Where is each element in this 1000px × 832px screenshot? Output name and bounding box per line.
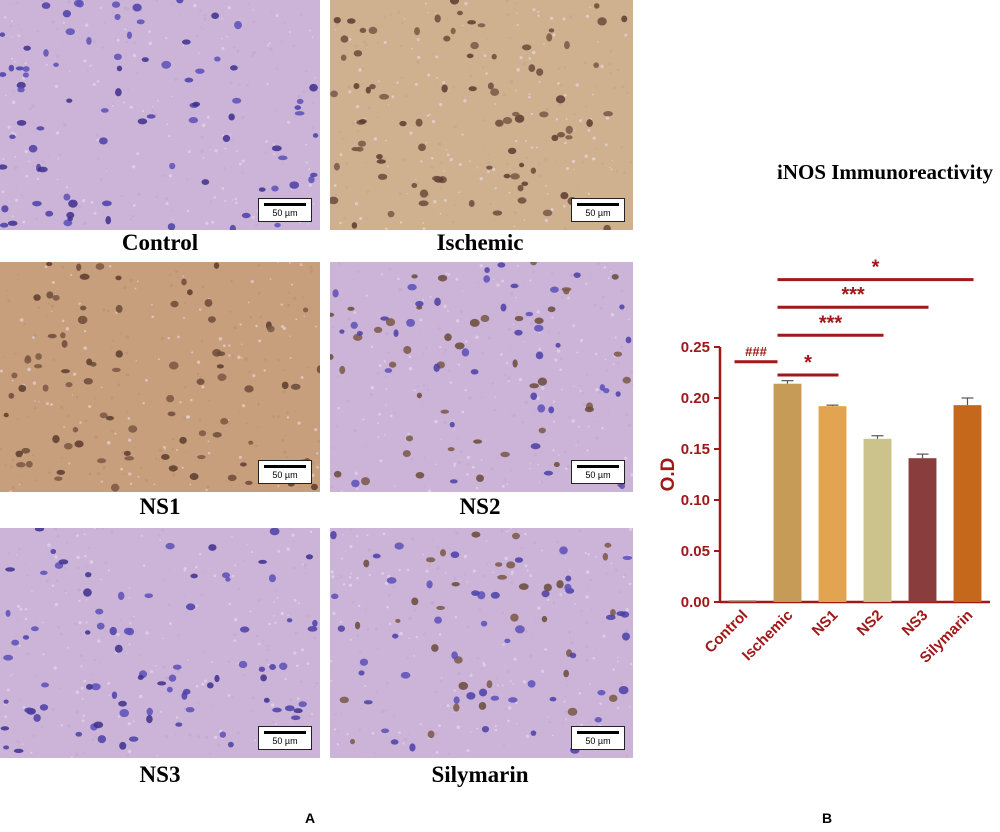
significance-label: *** bbox=[841, 284, 865, 306]
x-tick-label: NS3 bbox=[899, 607, 932, 640]
scale-bar-label: 50 µm bbox=[585, 736, 611, 746]
scale-bar: 50 µm bbox=[571, 198, 625, 222]
tissue-texture bbox=[330, 0, 633, 230]
tissue-texture bbox=[0, 528, 320, 758]
panel-label-ns1: NS1 bbox=[139, 494, 181, 519]
panel-letter-b: B bbox=[822, 810, 833, 826]
micrograph-ns3: 50 µm bbox=[0, 528, 320, 758]
scale-bar: 50 µm bbox=[258, 460, 312, 484]
y-tick-label: 0.20 bbox=[681, 390, 710, 407]
tissue-texture bbox=[0, 262, 320, 492]
significance-label: ### bbox=[745, 344, 767, 359]
scale-bar-line bbox=[577, 731, 619, 734]
bar-ns2 bbox=[863, 438, 892, 602]
scale-bar-label: 50 µm bbox=[272, 736, 298, 746]
y-axis-label: O.D bbox=[660, 458, 679, 492]
bar-ns3 bbox=[908, 458, 937, 602]
significance-label: * bbox=[804, 352, 812, 374]
scale-bar: 50 µm bbox=[571, 460, 625, 484]
scale-bar-line bbox=[264, 203, 306, 206]
tissue-texture bbox=[330, 528, 633, 758]
scale-bar-line bbox=[264, 465, 306, 468]
scale-bar-line bbox=[577, 465, 619, 468]
scale-bar-label: 50 µm bbox=[585, 470, 611, 480]
panel-label-ns2: NS2 bbox=[459, 494, 501, 519]
y-tick-label: 0.15 bbox=[681, 441, 710, 458]
scale-bar: 50 µm bbox=[258, 198, 312, 222]
y-tick-label: 0.05 bbox=[681, 543, 710, 560]
micrograph-ischemic: 50 µm bbox=[330, 0, 633, 230]
bar-silymarin bbox=[953, 405, 982, 602]
micrograph-silymarin: 50 µm bbox=[330, 528, 633, 758]
scale-bar-label: 50 µm bbox=[272, 208, 298, 218]
y-tick-label: 0.00 bbox=[681, 594, 710, 611]
y-tick-label: 0.25 bbox=[681, 339, 710, 356]
panel-label-ischemic: Ischemic bbox=[436, 230, 524, 255]
micrograph-control: 50 µm bbox=[0, 0, 320, 230]
y-tick-label: 0.10 bbox=[681, 492, 710, 509]
tissue-texture bbox=[330, 262, 633, 492]
scale-bar-line bbox=[264, 731, 306, 734]
bar-ischemic bbox=[773, 383, 802, 602]
scale-bar-label: 50 µm bbox=[585, 208, 611, 218]
bar-chart: 0.000.050.100.150.200.25O.DControlIschem… bbox=[660, 257, 990, 667]
micrograph-ns2: 50 µm bbox=[330, 262, 633, 492]
significance-label: *** bbox=[819, 312, 843, 334]
tissue-texture bbox=[0, 0, 320, 230]
panel-label-ns3: NS3 bbox=[139, 762, 181, 787]
significance-label: * bbox=[872, 257, 880, 279]
scale-bar-label: 50 µm bbox=[272, 470, 298, 480]
panel-letter-a: A bbox=[305, 810, 316, 826]
x-tick-label: NS2 bbox=[854, 607, 887, 640]
scale-bar-line bbox=[577, 203, 619, 206]
scale-bar: 50 µm bbox=[571, 726, 625, 750]
micrograph-ns1: 50 µm bbox=[0, 262, 320, 492]
panel-label-control: Control bbox=[121, 230, 199, 255]
chart-title: iNOS Immunoreactivity bbox=[776, 160, 994, 184]
bar-ns1 bbox=[818, 406, 847, 602]
scale-bar: 50 µm bbox=[258, 726, 312, 750]
panel-label-silymarin: Silymarin bbox=[431, 762, 529, 787]
x-tick-label: NS1 bbox=[809, 607, 842, 640]
